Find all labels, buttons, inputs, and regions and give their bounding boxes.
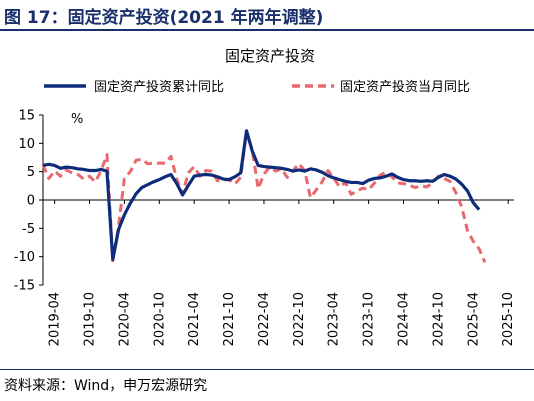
series-line-cumulative: [42, 129, 481, 262]
figure-header: 图 17：固定资产投资(2021 年两年调整): [0, 0, 534, 31]
x-tick-label: 2019-04: [48, 292, 63, 346]
series-layer: [41, 129, 487, 263]
y-tick-label: 15: [18, 109, 35, 124]
y-tick-label: 10: [18, 137, 35, 152]
y-tick-label: -5: [22, 222, 35, 237]
y-axis-unit: %: [71, 112, 83, 127]
footer-divider: [0, 369, 534, 370]
line-chart: 固定资产投资 固定资产投资累计同比 固定资产投资当月同比 % 15 10 5 0 -5 -…: [14, 47, 516, 346]
x-tick-label: 2020-10: [152, 292, 167, 346]
x-tick-label: 2024-04: [397, 292, 412, 346]
x-tick-label: 2022-04: [257, 292, 272, 346]
x-tick-label: 2024-10: [431, 292, 446, 346]
legend: 固定资产投资累计同比 固定资产投资当月同比: [44, 79, 470, 95]
x-tick-label: 2025-04: [466, 292, 481, 346]
x-tick-label: 2021-04: [187, 292, 202, 346]
x-tick-label: 2023-04: [327, 292, 342, 346]
x-tick-label: 2020-04: [117, 292, 132, 346]
chart-title: 固定资产投资: [225, 47, 315, 65]
x-tick-label: 2022-10: [292, 292, 307, 346]
figure-label: 图 17：固定资产投资(2021 年两年调整): [4, 8, 324, 28]
x-axis: 2019-04 2019-10 2020-04 2020-10 2021-04 2021-…: [43, 199, 516, 346]
y-tick-label: 5: [27, 165, 35, 180]
x-tick-label: 2021-10: [222, 292, 237, 346]
x-tick-label: 2023-10: [362, 292, 377, 346]
y-axis: 15 10 5 0 -5 -10 -15: [14, 109, 44, 294]
y-tick-label: 0: [27, 194, 35, 209]
legend-label-cumulative: 固定资产投资累计同比: [94, 79, 224, 95]
y-tick-label: -10: [14, 250, 35, 265]
legend-label-monthly: 固定资产投资当月同比: [340, 79, 470, 95]
source-note: 资料来源：Wind，申万宏源研究: [4, 378, 208, 394]
x-tick-label: 2019-10: [83, 292, 98, 346]
y-tick-label: -15: [14, 279, 35, 294]
x-tick-label: 2025-10: [501, 292, 516, 346]
